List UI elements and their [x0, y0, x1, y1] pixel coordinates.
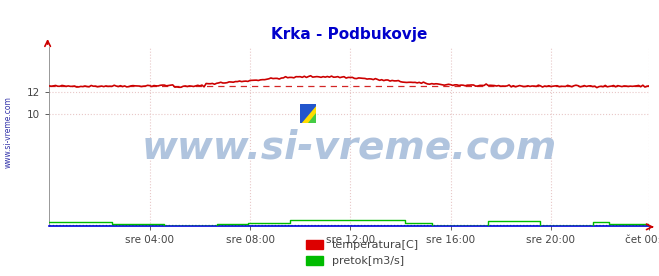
Polygon shape [300, 104, 316, 123]
Text: www.si-vreme.com: www.si-vreme.com [142, 128, 557, 166]
Polygon shape [308, 113, 316, 123]
Polygon shape [300, 104, 316, 123]
Text: www.si-vreme.com: www.si-vreme.com [3, 97, 13, 168]
Title: Krka - Podbukovje: Krka - Podbukovje [271, 26, 428, 42]
Legend: temperatura[C], pretok[m3/s]: temperatura[C], pretok[m3/s] [302, 235, 423, 270]
